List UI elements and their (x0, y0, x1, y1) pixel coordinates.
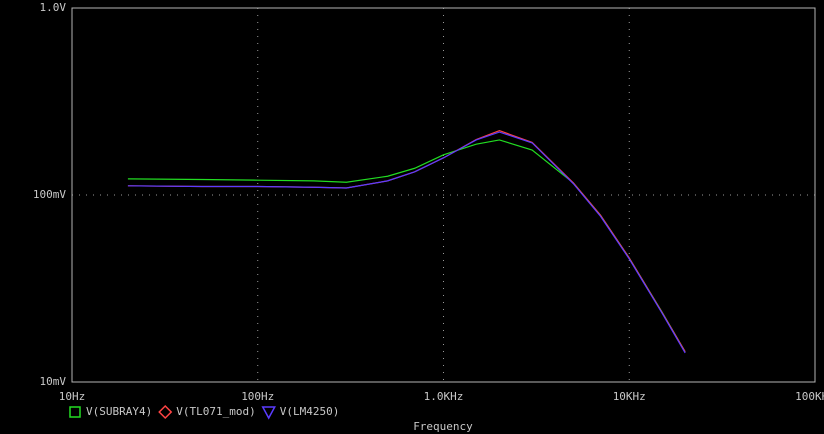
legend-label: V(SUBRAY4) (86, 405, 152, 418)
x-tick-label: 1.0KHz (424, 390, 464, 403)
x-tick-label: 10KHz (613, 390, 646, 403)
legend-marker (69, 406, 81, 418)
legend-label: V(TL071_mod) (176, 405, 255, 418)
series-line (127, 129, 686, 353)
x-tick-label: 100Hz (241, 390, 274, 403)
series-line (127, 131, 686, 354)
legend-label: V(LM4250) (280, 405, 340, 418)
legend-marker (261, 406, 276, 420)
x-tick-label: 100KHz (795, 390, 824, 403)
legend-marker (158, 404, 173, 420)
series-line (127, 139, 686, 353)
y-tick-label: 100mV (33, 188, 66, 201)
x-tick-label: 10Hz (59, 390, 86, 403)
y-tick-label: 1.0V (40, 1, 67, 14)
y-tick-label: 10mV (40, 375, 67, 388)
x-axis-label: Frequency (413, 420, 473, 433)
plot-frame (71, 7, 816, 383)
